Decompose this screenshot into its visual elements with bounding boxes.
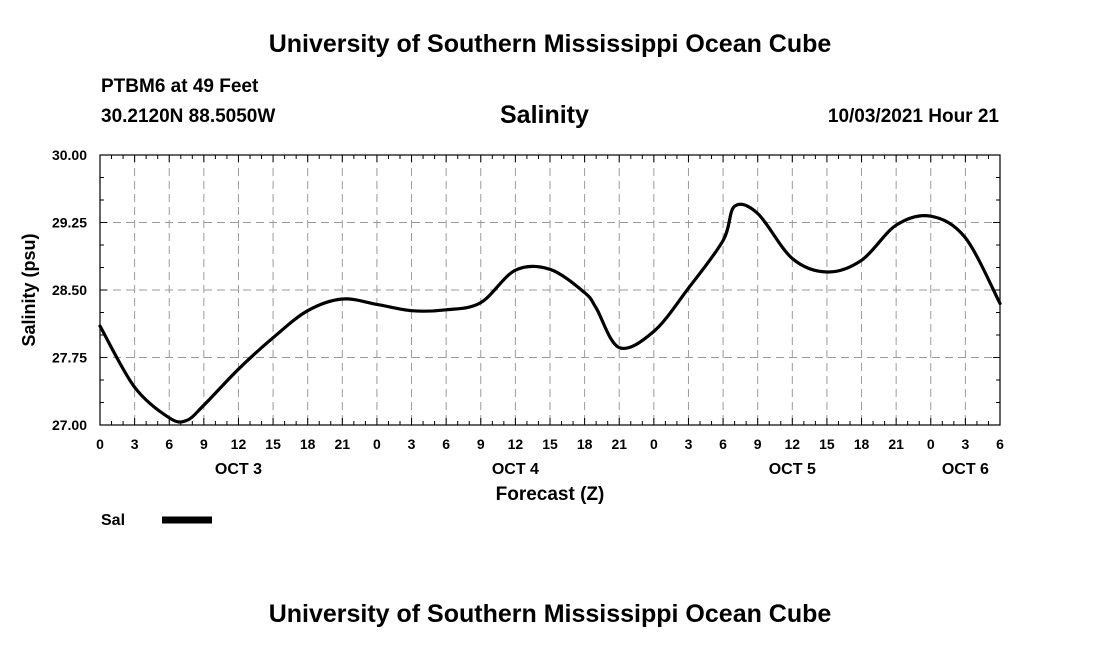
- y-tick-label: 29.25: [52, 215, 87, 231]
- legend-label: Sal: [101, 512, 125, 529]
- x-tick-label: 18: [577, 436, 593, 452]
- y-tick-label: 27.00: [52, 417, 87, 433]
- axis-labels: Salinity (psu) Forecast (Z) 0 3 6 9 12 15 18 21…: [19, 147, 1004, 505]
- x-tick-label: 21: [611, 436, 627, 452]
- y-axis-label: Salinity (psu): [19, 233, 39, 346]
- x-tick-label: 21: [335, 436, 351, 452]
- x-tick-label: 15: [819, 436, 835, 452]
- x-tick-label: 9: [477, 436, 485, 452]
- x-tick-label: 0: [373, 436, 381, 452]
- day-label: OCT 4: [492, 461, 539, 478]
- x-tick-label: 9: [754, 436, 762, 452]
- x-tick-label: 3: [408, 436, 416, 452]
- footer-title: University of Southern Mississippi Ocean…: [268, 600, 832, 628]
- station-label: PTBM6 at 49 Feet: [101, 76, 259, 97]
- x-tick-label: 3: [961, 436, 969, 452]
- legend: Sal: [101, 512, 212, 529]
- x-tick-label: 9: [200, 436, 208, 452]
- plot-frame: [99, 154, 1001, 426]
- x-tick-label: 12: [231, 436, 247, 452]
- x-tick-label: 3: [131, 436, 139, 452]
- x-tick-label: 18: [854, 436, 870, 452]
- x-tick-label: 0: [927, 436, 935, 452]
- y-tick-label: 30.00: [52, 147, 87, 163]
- x-tick-label: 15: [542, 436, 558, 452]
- day-label: OCT 3: [215, 461, 262, 478]
- day-label: OCT 6: [942, 461, 989, 478]
- coordinates-label: 30.2120N 88.5050W: [101, 106, 276, 127]
- x-tick-label: 0: [96, 436, 104, 452]
- x-tick-label: 3: [685, 436, 693, 452]
- page-title: University of Southern Mississippi Ocean…: [268, 30, 832, 58]
- y-tick-label: 27.75: [52, 350, 87, 366]
- series-layer: [98, 202, 1002, 424]
- x-tick-label: 12: [785, 436, 801, 452]
- forecast-datetime: 10/03/2021 Hour 21: [827, 106, 999, 127]
- series-line-sal: [98, 202, 1002, 424]
- day-label: OCT 5: [769, 461, 816, 478]
- x-tick-label: 6: [165, 436, 173, 452]
- x-tick-label: 0: [650, 436, 658, 452]
- x-tick-label: 12: [508, 436, 524, 452]
- x-tick-label: 21: [888, 436, 904, 452]
- x-tick-label: 18: [300, 436, 316, 452]
- x-tick-label: 6: [719, 436, 727, 452]
- y-tick-label: 28.50: [52, 282, 87, 298]
- x-tick-label: 15: [265, 436, 281, 452]
- x-axis-label: Forecast (Z): [496, 484, 605, 505]
- grid: [100, 155, 1000, 425]
- x-tick-label: 6: [442, 436, 450, 452]
- x-tick-label: 6: [996, 436, 1004, 452]
- chart-title: Salinity: [500, 101, 589, 129]
